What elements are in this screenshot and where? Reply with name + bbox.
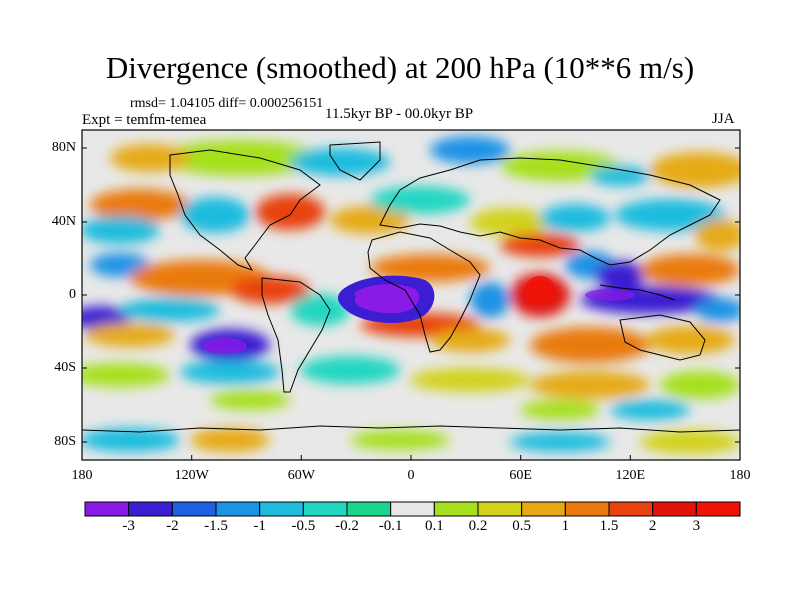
colorbar-label: 3 bbox=[692, 518, 701, 534]
x-tick-label: 180 bbox=[71, 468, 93, 483]
colorbar-label: 0.1 bbox=[424, 518, 444, 534]
x-tick-label: 120E bbox=[615, 468, 646, 483]
y-tick-label: 0 bbox=[69, 287, 76, 302]
colorbar-swatch bbox=[477, 501, 523, 517]
x-tick-label: 0 bbox=[407, 468, 415, 483]
colorbar-swatch bbox=[652, 501, 697, 517]
colorbar-swatch bbox=[608, 501, 654, 517]
colorbar-label: -0.1 bbox=[378, 518, 403, 534]
colorbar-label: 2 bbox=[648, 518, 657, 534]
y-tick-label: 40N bbox=[51, 214, 76, 229]
antarctica-outline bbox=[82, 425, 740, 433]
x-tick-label: 180 bbox=[729, 468, 751, 483]
divergence-cores bbox=[203, 275, 635, 354]
map-field bbox=[82, 130, 740, 460]
colorbar-swatch bbox=[433, 501, 479, 517]
x-tick-label: 60E bbox=[509, 468, 532, 483]
continent-outlines bbox=[82, 141, 740, 433]
axis-ticks bbox=[81, 147, 741, 460]
australia-outline bbox=[619, 314, 706, 361]
indonesia-outline bbox=[599, 284, 676, 301]
colorbar-swatch bbox=[84, 501, 130, 517]
colorbar-label: -2 bbox=[166, 518, 179, 534]
colorbar-swatch bbox=[521, 501, 566, 517]
y-tick-label: 80S bbox=[54, 434, 76, 449]
greenland-outline bbox=[329, 141, 381, 181]
period-label: 11.5kyr BP - 00.0kyr BP bbox=[325, 106, 474, 122]
colorbar-label: -1 bbox=[253, 518, 266, 534]
x-tick-label: 60W bbox=[287, 468, 315, 483]
x-tick-label: 120W bbox=[174, 468, 209, 483]
eurasia-outline bbox=[379, 157, 721, 266]
colorbar-swatch bbox=[564, 501, 610, 517]
colorbar-label: 0.2 bbox=[468, 518, 488, 534]
plot-title: Divergence (smoothed) at 200 hPa (10**6 … bbox=[105, 50, 695, 85]
colorbar-swatch bbox=[302, 501, 348, 517]
experiment-label: Expt = temfm-temea bbox=[82, 112, 207, 128]
rmsd-diff-stats: rmsd= 1.04105 diff= 0.000256151 bbox=[130, 96, 324, 111]
season-label: JJA bbox=[712, 111, 735, 127]
colorbar-swatch bbox=[259, 501, 304, 517]
y-tick-label: 40S bbox=[54, 360, 76, 375]
africa-outline bbox=[367, 231, 481, 353]
colorbar bbox=[84, 501, 741, 517]
colorbar-label: -1.5 bbox=[204, 518, 228, 534]
colorbar-swatch bbox=[390, 501, 435, 517]
divergence-field bbox=[82, 136, 740, 454]
colorbar-label: 0.5 bbox=[512, 518, 532, 534]
colorbar-swatch bbox=[215, 501, 261, 517]
colorbar-label: -0.5 bbox=[291, 518, 316, 534]
colorbar-label: 1.5 bbox=[599, 518, 619, 534]
colorbar-swatch bbox=[171, 501, 217, 517]
y-tick-label: 80N bbox=[51, 140, 76, 155]
colorbar-label: 1 bbox=[561, 518, 570, 534]
colorbar-swatch bbox=[695, 501, 741, 517]
colorbar-label: -3 bbox=[122, 518, 135, 534]
colorbar-swatch bbox=[346, 501, 392, 517]
north-america-outline bbox=[169, 149, 321, 271]
south-america-outline bbox=[261, 277, 331, 393]
colorbar-label: -0.2 bbox=[335, 518, 359, 534]
colorbar-swatch bbox=[128, 501, 173, 517]
